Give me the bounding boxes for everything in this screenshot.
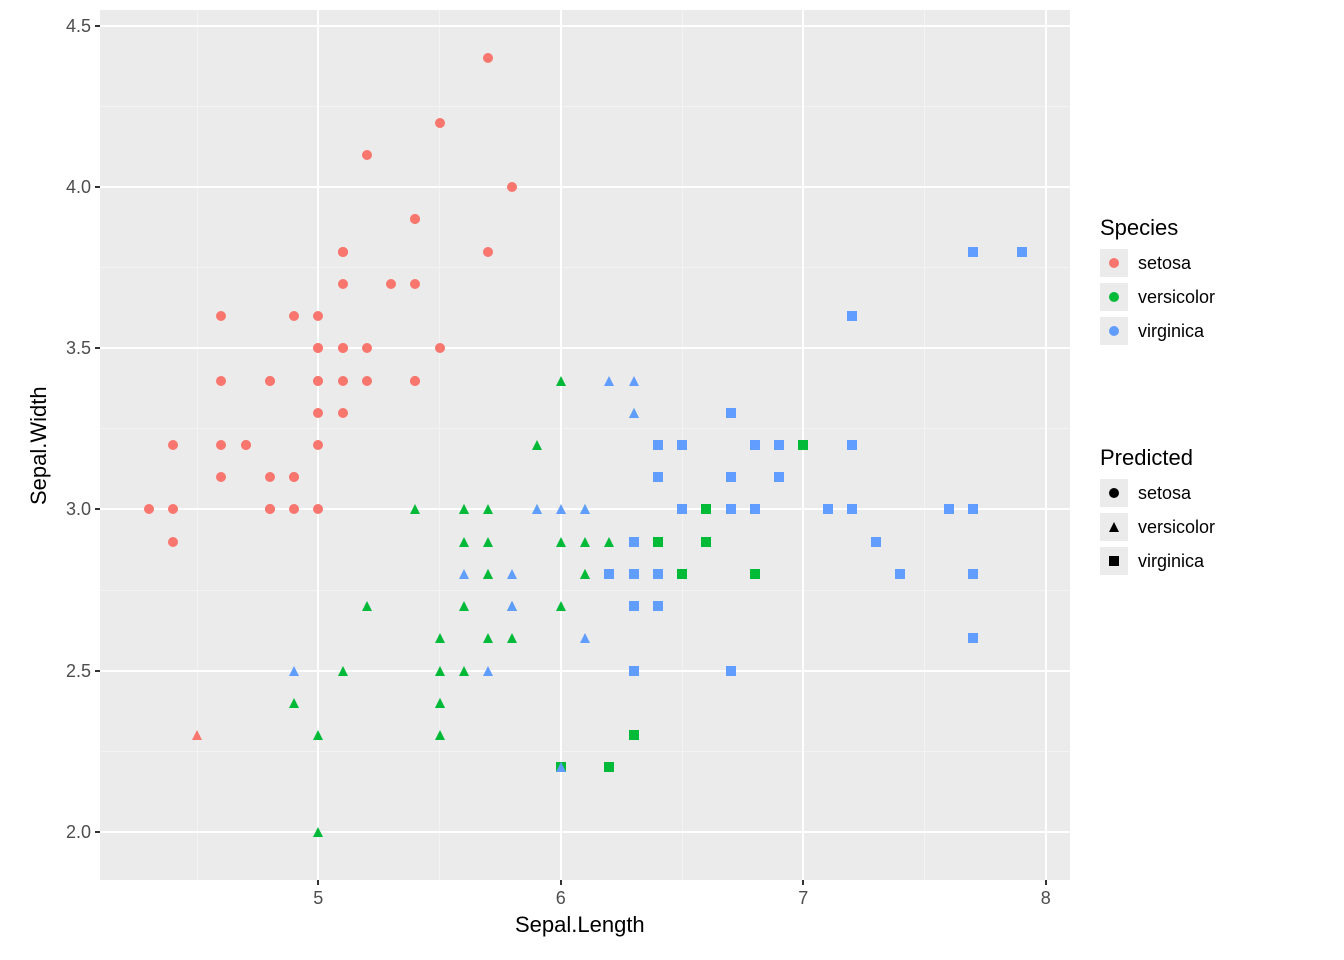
x-tick-label: 8 bbox=[1026, 888, 1066, 909]
y-axis-title: Sepal.Width bbox=[26, 386, 52, 505]
y-tick bbox=[95, 831, 100, 833]
grid-minor-h bbox=[100, 267, 1070, 268]
legend-species-item: versicolor bbox=[1100, 283, 1215, 311]
y-tick-label: 3.0 bbox=[55, 499, 91, 520]
y-tick bbox=[95, 508, 100, 510]
x-axis-title: Sepal.Length bbox=[515, 912, 645, 938]
legend-species-key bbox=[1100, 283, 1128, 311]
grid-minor-h bbox=[100, 428, 1070, 429]
grid-major-v bbox=[1045, 10, 1047, 880]
x-tick-label: 6 bbox=[541, 888, 581, 909]
x-tick bbox=[1045, 880, 1047, 885]
legend-species-item: setosa bbox=[1100, 249, 1215, 277]
x-tick bbox=[317, 880, 319, 885]
legend-predicted-label: virginica bbox=[1138, 551, 1204, 572]
grid-minor-v bbox=[197, 10, 198, 880]
plot-panel bbox=[100, 10, 1070, 880]
legend-predicted-label: setosa bbox=[1138, 483, 1191, 504]
legend-species-label: setosa bbox=[1138, 253, 1191, 274]
legend-predicted: Predicted setosa versicolor virginica bbox=[1100, 445, 1215, 581]
y-tick-label: 2.5 bbox=[55, 661, 91, 682]
grid-major-h bbox=[100, 831, 1070, 833]
y-tick bbox=[95, 670, 100, 672]
legend-species: Species setosa versicolor virginica bbox=[1100, 215, 1215, 351]
x-tick-label: 5 bbox=[298, 888, 338, 909]
grid-minor-v bbox=[924, 10, 925, 880]
grid-minor-h bbox=[100, 751, 1070, 752]
legend-predicted-title: Predicted bbox=[1100, 445, 1215, 471]
y-tick-label: 4.0 bbox=[55, 177, 91, 198]
legend-species-key bbox=[1100, 317, 1128, 345]
grid-major-h bbox=[100, 347, 1070, 349]
y-tick-label: 3.5 bbox=[55, 338, 91, 359]
y-tick bbox=[95, 186, 100, 188]
y-tick bbox=[95, 25, 100, 27]
grid-major-v bbox=[560, 10, 562, 880]
legend-predicted-key bbox=[1100, 513, 1128, 541]
x-tick-label: 7 bbox=[783, 888, 823, 909]
y-tick-label: 4.5 bbox=[55, 16, 91, 37]
legend-species-title: Species bbox=[1100, 215, 1215, 241]
y-tick bbox=[95, 347, 100, 349]
grid-minor-v bbox=[439, 10, 440, 880]
x-tick bbox=[560, 880, 562, 885]
legend-predicted-item: virginica bbox=[1100, 547, 1215, 575]
legend-predicted-item: setosa bbox=[1100, 479, 1215, 507]
legend-species-key bbox=[1100, 249, 1128, 277]
legend-species-label: virginica bbox=[1138, 321, 1204, 342]
grid-minor-h bbox=[100, 590, 1070, 591]
x-tick bbox=[802, 880, 804, 885]
chart-container: Sepal.Length Sepal.Width Species setosa v… bbox=[0, 0, 1344, 960]
legend-predicted-item: versicolor bbox=[1100, 513, 1215, 541]
grid-major-h bbox=[100, 670, 1070, 672]
grid-minor-h bbox=[100, 106, 1070, 107]
legend-predicted-key bbox=[1100, 547, 1128, 575]
legend-species-label: versicolor bbox=[1138, 287, 1215, 308]
grid-major-h bbox=[100, 186, 1070, 188]
grid-major-h bbox=[100, 25, 1070, 27]
legend-predicted-label: versicolor bbox=[1138, 517, 1215, 538]
legend-species-item: virginica bbox=[1100, 317, 1215, 345]
y-tick-label: 2.0 bbox=[55, 822, 91, 843]
legend-predicted-key bbox=[1100, 479, 1128, 507]
